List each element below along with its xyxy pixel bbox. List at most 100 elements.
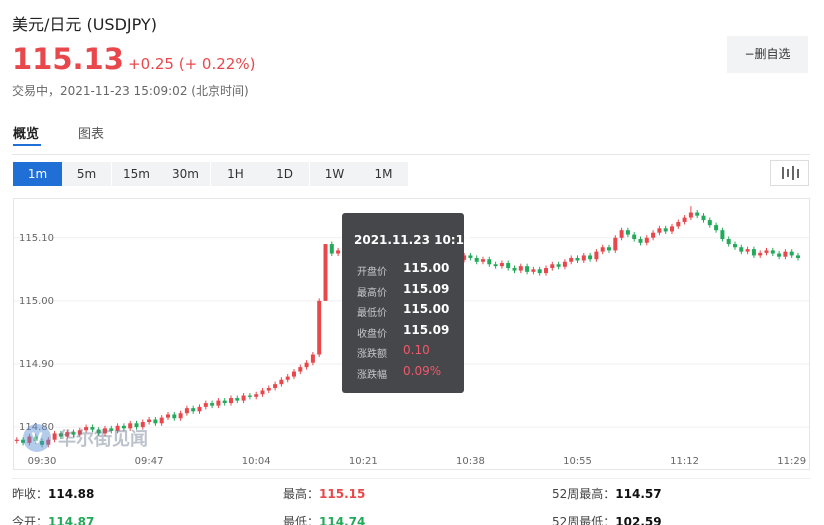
candle-body: [84, 427, 89, 431]
candle-body: [210, 403, 215, 406]
tooltip-label: 最低价: [357, 308, 387, 320]
candle-body: [121, 425, 126, 429]
interval-button[interactable]: 1M: [359, 162, 408, 186]
candle-body: [588, 255, 593, 260]
candle-body: [525, 266, 530, 272]
candle-body: [695, 212, 700, 216]
candle-body: [33, 436, 38, 441]
candle-body: [197, 406, 202, 412]
candle-body: [310, 354, 315, 363]
candle-body: [304, 362, 309, 368]
candle-body: [751, 249, 756, 256]
tooltip-label: 涨跌幅: [357, 370, 387, 381]
candle-body: [581, 255, 586, 261]
candle-body: [600, 247, 605, 252]
interval-button[interactable]: 5m: [62, 162, 111, 186]
tooltip-value: 0.09%: [403, 364, 442, 378]
candle-body: [594, 251, 599, 260]
candle-body: [27, 436, 32, 443]
stat-value: 115.15: [319, 487, 366, 501]
stat-label: 最低：: [283, 515, 320, 525]
candle-body: [789, 251, 794, 256]
tooltip-label: 涨跌额: [357, 349, 387, 361]
candle-body: [506, 263, 511, 269]
tooltip-value: 115.09: [403, 281, 450, 296]
candle-body: [575, 257, 580, 261]
candle-body: [682, 217, 687, 222]
stat: 昨收：114.88: [12, 485, 94, 502]
candle-body: [613, 237, 618, 251]
candle-body: [329, 244, 334, 254]
interval-button[interactable]: 1W: [310, 162, 359, 186]
candle-body: [663, 228, 668, 232]
x-tick-label: 10:55: [563, 456, 592, 467]
remove-watch-button[interactable]: −删自选: [727, 36, 808, 73]
candle-body: [65, 432, 70, 437]
candle-body: [285, 376, 290, 380]
candle-body: [638, 239, 643, 243]
tooltip-label: 收盘价: [357, 328, 387, 340]
interval-button[interactable]: 1m: [13, 162, 62, 186]
candle-body: [115, 425, 120, 431]
candle-body: [298, 367, 303, 372]
candle-body: [71, 432, 76, 435]
candle-body: [58, 433, 63, 437]
candle-body: [279, 379, 284, 385]
candle-body: [531, 269, 536, 272]
interval-button[interactable]: 15m: [112, 162, 161, 186]
interval-button[interactable]: 30m: [161, 162, 210, 186]
candle-body: [544, 268, 548, 274]
candle-body: [273, 384, 278, 388]
candle-body: [166, 414, 170, 418]
change: +0.25 (+ 0.22%): [128, 55, 256, 73]
x-tick-label: 10:04: [242, 456, 271, 467]
candle-body: [758, 252, 763, 256]
candle-body: [184, 408, 189, 414]
tooltip-value: 115.00: [403, 302, 450, 317]
stat: 52周最低：102.59: [552, 513, 662, 525]
candle-body: [40, 440, 44, 445]
stat-label: 今开：: [12, 515, 49, 525]
candle-body: [481, 259, 485, 262]
candle-body: [770, 250, 775, 254]
candle-body: [670, 226, 674, 232]
tab[interactable]: 图表: [78, 127, 105, 142]
stat-value: 114.88: [48, 487, 95, 501]
candle-body: [292, 371, 296, 377]
candle-body: [714, 225, 719, 231]
divider: [12, 154, 810, 155]
stat-label: 昨收：: [12, 487, 49, 501]
tab-underline: [13, 144, 41, 146]
candle-body: [651, 232, 656, 238]
candle-body: [103, 428, 107, 434]
interval-button[interactable]: 1H: [211, 162, 260, 186]
interval-button[interactable]: 1D: [260, 162, 309, 186]
candle-body: [172, 414, 177, 419]
x-tick-label: 11:12: [670, 456, 699, 467]
y-tick-label: 115.10: [19, 233, 54, 244]
chart-type-button[interactable]: [770, 160, 809, 186]
candle-body: [777, 253, 782, 257]
candle-body: [140, 422, 145, 428]
candle-body: [96, 429, 101, 434]
candle-body: [720, 230, 725, 240]
tab[interactable]: 概览: [13, 127, 40, 142]
stat: 最低：114.74: [283, 513, 365, 525]
candle-body: [701, 215, 706, 221]
candle-body: [241, 395, 246, 401]
candle-body: [569, 257, 574, 262]
candle-body: [493, 264, 498, 267]
tooltip-value: 0.10: [403, 343, 430, 358]
candle-body: [796, 255, 800, 258]
candle-body: [159, 417, 164, 424]
y-tick-label: 114.90: [19, 359, 54, 370]
candle-body: [235, 398, 240, 401]
stat-value: 114.57: [615, 487, 662, 501]
candle-body: [109, 428, 114, 431]
candle-body: [707, 220, 712, 226]
stat: 最高：115.15: [283, 485, 365, 502]
candle-body: [153, 419, 158, 424]
tooltip-label: 开盘价: [357, 267, 387, 278]
stat-value: 114.87: [48, 515, 95, 525]
watermark-text: 华尔街见闻: [58, 428, 148, 450]
